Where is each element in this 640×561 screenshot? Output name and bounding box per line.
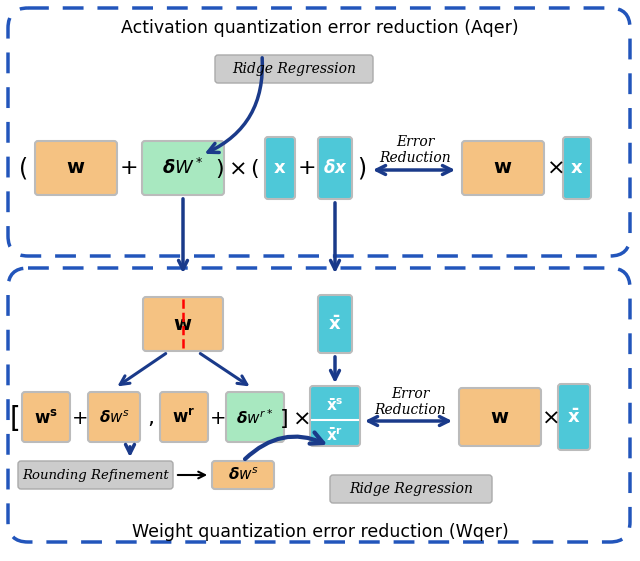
FancyBboxPatch shape bbox=[18, 461, 173, 489]
Text: Activation quantization error reduction (Aqer): Activation quantization error reduction … bbox=[121, 19, 519, 37]
Text: $\times$: $\times$ bbox=[541, 408, 559, 428]
Text: $\mathbf{\bar{x}}$: $\mathbf{\bar{x}}$ bbox=[328, 316, 342, 334]
Text: $\boldsymbol{\delta x}$: $\boldsymbol{\delta x}$ bbox=[323, 159, 348, 177]
FancyBboxPatch shape bbox=[310, 386, 360, 446]
Text: Error
Reduction: Error Reduction bbox=[374, 387, 446, 417]
Text: $\boldsymbol{\delta w^{r*}}$: $\boldsymbol{\delta w^{r*}}$ bbox=[236, 408, 273, 427]
Text: Ridge Regression: Ridge Regression bbox=[349, 482, 473, 496]
Text: $\mathbf{w}$: $\mathbf{w}$ bbox=[493, 159, 513, 177]
FancyBboxPatch shape bbox=[143, 297, 223, 351]
Text: $\times$: $\times$ bbox=[546, 158, 564, 178]
FancyBboxPatch shape bbox=[318, 137, 352, 199]
FancyBboxPatch shape bbox=[563, 137, 591, 199]
Text: $+$: $+$ bbox=[209, 408, 225, 427]
Text: $,$: $,$ bbox=[147, 408, 154, 428]
FancyBboxPatch shape bbox=[459, 388, 541, 446]
Text: $\boldsymbol{\delta w^s}$: $\boldsymbol{\delta w^s}$ bbox=[99, 410, 129, 426]
FancyBboxPatch shape bbox=[212, 461, 274, 489]
FancyBboxPatch shape bbox=[330, 475, 492, 503]
Text: $\mathbf{w^s}$: $\mathbf{w^s}$ bbox=[34, 409, 58, 427]
FancyBboxPatch shape bbox=[22, 392, 70, 442]
FancyBboxPatch shape bbox=[318, 295, 352, 353]
Text: $\boldsymbol{\delta w^s}$: $\boldsymbol{\delta w^s}$ bbox=[227, 467, 259, 483]
Text: Rounding Refinement: Rounding Refinement bbox=[22, 468, 169, 481]
Text: $\mathbf{x}$: $\mathbf{x}$ bbox=[273, 159, 287, 177]
FancyBboxPatch shape bbox=[35, 141, 117, 195]
FancyBboxPatch shape bbox=[462, 141, 544, 195]
Text: $\mathbf{w}$: $\mathbf{w}$ bbox=[490, 409, 509, 427]
Text: $\mathbf{w^r}$: $\mathbf{w^r}$ bbox=[172, 408, 196, 427]
FancyBboxPatch shape bbox=[215, 55, 373, 83]
Text: $(\ $: $(\ $ bbox=[19, 155, 28, 181]
Text: $+$: $+$ bbox=[119, 158, 137, 178]
Text: Weight quantization error reduction (Wqer): Weight quantization error reduction (Wqe… bbox=[132, 523, 508, 541]
Text: $\mathbf{w}$: $\mathbf{w}$ bbox=[67, 159, 86, 177]
Text: $\boldsymbol{\delta W^*}$: $\boldsymbol{\delta W^*}$ bbox=[162, 158, 204, 178]
Text: $+$: $+$ bbox=[71, 408, 87, 427]
Text: $\mathbf{w}$: $\mathbf{w}$ bbox=[173, 316, 193, 334]
Text: $)\times($: $)\times($ bbox=[214, 157, 259, 180]
FancyBboxPatch shape bbox=[160, 392, 208, 442]
FancyBboxPatch shape bbox=[142, 141, 224, 195]
FancyBboxPatch shape bbox=[88, 392, 140, 442]
Text: $[$: $[$ bbox=[9, 403, 19, 433]
Text: $)$: $)$ bbox=[358, 155, 367, 181]
FancyBboxPatch shape bbox=[558, 384, 590, 450]
Text: $\mathbf{\bar{x}^r}$: $\mathbf{\bar{x}^r}$ bbox=[326, 426, 344, 444]
Text: $\mathbf{x}$: $\mathbf{x}$ bbox=[570, 159, 584, 177]
Text: Error
Reduction: Error Reduction bbox=[379, 135, 451, 165]
Text: $+$: $+$ bbox=[297, 158, 315, 178]
Text: $\mathbf{\bar{x}}$: $\mathbf{\bar{x}}$ bbox=[567, 409, 580, 427]
Text: $\mathbf{\bar{x}^s}$: $\mathbf{\bar{x}^s}$ bbox=[326, 398, 344, 415]
FancyBboxPatch shape bbox=[265, 137, 295, 199]
Text: $]\times$: $]\times$ bbox=[278, 407, 309, 430]
Text: Ridge Regression: Ridge Regression bbox=[232, 62, 356, 76]
FancyBboxPatch shape bbox=[226, 392, 284, 442]
